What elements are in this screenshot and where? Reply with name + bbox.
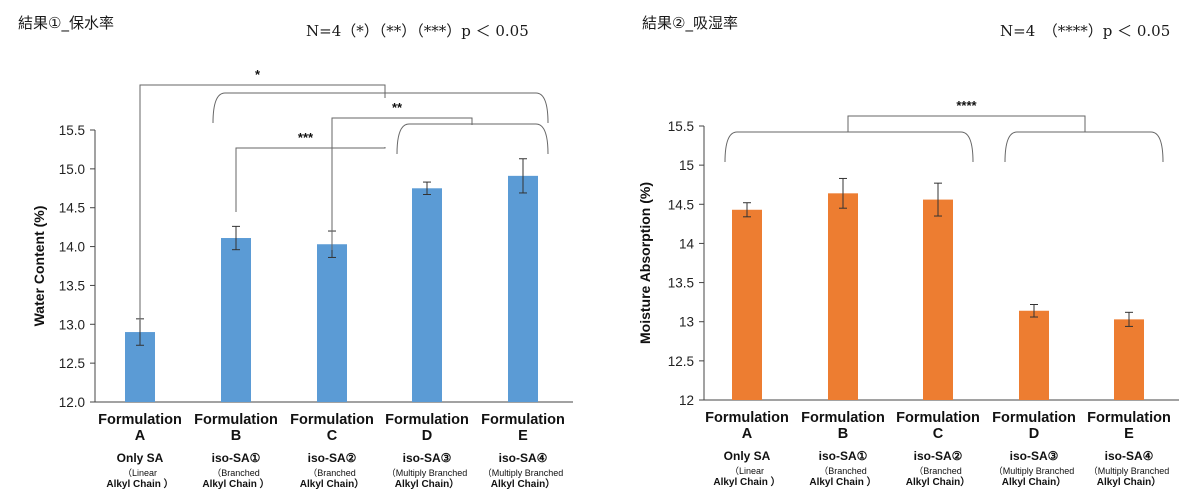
left-category-label: （Linear bbox=[123, 468, 157, 478]
left-category-label: Formulation bbox=[98, 412, 182, 428]
right-y-tick-label: 12 bbox=[679, 393, 694, 408]
left-significance-line bbox=[139, 84, 386, 320]
left-category-label: （Branched bbox=[308, 468, 356, 478]
left-category-label: Formulation bbox=[481, 412, 565, 428]
left-category-label: E bbox=[518, 428, 528, 444]
left-y-tick-label: 12.0 bbox=[59, 395, 85, 410]
left-bar-d bbox=[412, 188, 442, 402]
left-bar-e bbox=[508, 175, 538, 402]
left-category-label: Alkyl Chain） bbox=[395, 477, 459, 490]
left-category-label: Formulation bbox=[290, 412, 374, 428]
right-category-label: Formulation bbox=[896, 410, 980, 426]
left-category-label: iso-SA① bbox=[212, 451, 261, 465]
left-significance-brace bbox=[396, 123, 549, 155]
left-category-label: Formulation bbox=[194, 412, 278, 428]
left-bar-b bbox=[221, 238, 251, 402]
left-y-tick-label: 13.0 bbox=[59, 317, 85, 332]
left-y-tick-label: 14.0 bbox=[59, 240, 85, 255]
left-chart-heading: 結果①_保水率 bbox=[18, 14, 114, 32]
left-significance-star: *** bbox=[298, 130, 314, 145]
right-category-label: Alkyl Chain） bbox=[906, 475, 970, 488]
right-category-label: Formulation bbox=[801, 410, 885, 426]
left-significance-brace bbox=[212, 92, 549, 124]
right-significance-line bbox=[847, 115, 1086, 132]
left-category-label: （Multiply Branched bbox=[387, 468, 468, 478]
right-y-tick-label: 14 bbox=[679, 236, 695, 251]
right-category-label: （Branched bbox=[819, 466, 867, 476]
left-y-tick-label: 15.5 bbox=[59, 123, 85, 138]
right-category-label: E bbox=[1124, 426, 1134, 442]
right-y-tick-label: 15.5 bbox=[668, 119, 694, 134]
right-y-tick-label: 13.5 bbox=[668, 276, 694, 291]
right-category-label: B bbox=[838, 426, 848, 442]
right-y-tick-label: 14.5 bbox=[668, 197, 694, 212]
left-category-label: Alkyl Chain） bbox=[300, 477, 364, 490]
right-category-label: （Multiply Branched bbox=[994, 466, 1075, 476]
left-y-tick-label: 14.5 bbox=[59, 201, 85, 216]
right-y-tick-label: 15 bbox=[679, 158, 694, 173]
left-category-label: Formulation bbox=[385, 412, 469, 428]
left-category-label: （Multiply Branched bbox=[483, 468, 564, 478]
right-category-label: C bbox=[933, 426, 944, 442]
right-significance-brace bbox=[1004, 131, 1164, 163]
left-category-label: （Branched bbox=[212, 468, 260, 478]
right-y-tick-label: 13 bbox=[679, 315, 694, 330]
left-category-label: Alkyl Chain ） bbox=[202, 477, 269, 490]
left-bar-c bbox=[317, 244, 347, 402]
left-category-label: Only SA bbox=[117, 451, 164, 465]
right-y-tick-label: 12.5 bbox=[668, 354, 694, 369]
left-category-label: A bbox=[135, 428, 146, 444]
left-category-label: iso-SA② bbox=[308, 451, 357, 465]
right-bar-d bbox=[1019, 310, 1049, 400]
right-bar-c bbox=[923, 199, 953, 400]
right-chart-heading: 結果②_吸湿率 bbox=[642, 14, 738, 32]
left-y-tick-label: 15.0 bbox=[59, 162, 85, 177]
right-category-label: Formulation bbox=[1087, 410, 1171, 426]
left-significance-star: ** bbox=[392, 100, 403, 115]
left-category-label: Alkyl Chain ） bbox=[106, 477, 173, 490]
right-bar-a bbox=[732, 209, 762, 400]
left-category-label: D bbox=[422, 428, 432, 444]
left-category-label: iso-SA③ bbox=[403, 451, 452, 465]
right-category-label: iso-SA② bbox=[914, 449, 963, 463]
right-significance-brace bbox=[724, 131, 974, 163]
right-category-label: Alkyl Chain ） bbox=[713, 475, 780, 488]
left-y-axis-title: Water Content (%) bbox=[31, 206, 47, 327]
right-significance-star: **** bbox=[956, 98, 977, 113]
right-category-label: iso-SA④ bbox=[1105, 449, 1154, 463]
right-bar-e bbox=[1114, 319, 1144, 400]
left-category-label: iso-SA④ bbox=[499, 451, 548, 465]
left-significance-note: N=4（*）（**）（***）p ＜ 0.05 bbox=[306, 22, 529, 40]
right-category-label: （Multiply Branched bbox=[1089, 466, 1170, 476]
left-significance-star: * bbox=[255, 67, 261, 82]
right-category-label: Formulation bbox=[705, 410, 789, 426]
left-y-tick-label: 13.5 bbox=[59, 278, 85, 293]
right-bar-b bbox=[828, 193, 858, 400]
left-category-label: B bbox=[231, 428, 241, 444]
left-significance-line bbox=[235, 147, 386, 212]
right-category-label: iso-SA③ bbox=[1010, 449, 1059, 463]
right-category-label: （Linear bbox=[730, 466, 764, 476]
right-category-label: Alkyl Chain） bbox=[1097, 475, 1161, 488]
right-significance-note: N=4 （****）p ＜ 0.05 bbox=[1000, 22, 1171, 40]
right-category-label: Alkyl Chain） bbox=[1002, 475, 1066, 488]
right-category-label: A bbox=[742, 426, 753, 442]
left-category-label: C bbox=[327, 428, 338, 444]
right-category-label: D bbox=[1029, 426, 1039, 442]
right-category-label: （Branched bbox=[914, 466, 962, 476]
right-category-label: iso-SA① bbox=[819, 449, 868, 463]
left-y-tick-label: 12.5 bbox=[59, 356, 85, 371]
right-category-label: Formulation bbox=[992, 410, 1076, 426]
left-category-label: Alkyl Chain） bbox=[491, 477, 555, 490]
right-category-label: Alkyl Chain ） bbox=[809, 475, 876, 488]
right-category-label: Only SA bbox=[724, 449, 771, 463]
left-significance-line bbox=[331, 117, 473, 250]
right-y-axis-title: Moisture Absorption (%) bbox=[637, 182, 653, 344]
